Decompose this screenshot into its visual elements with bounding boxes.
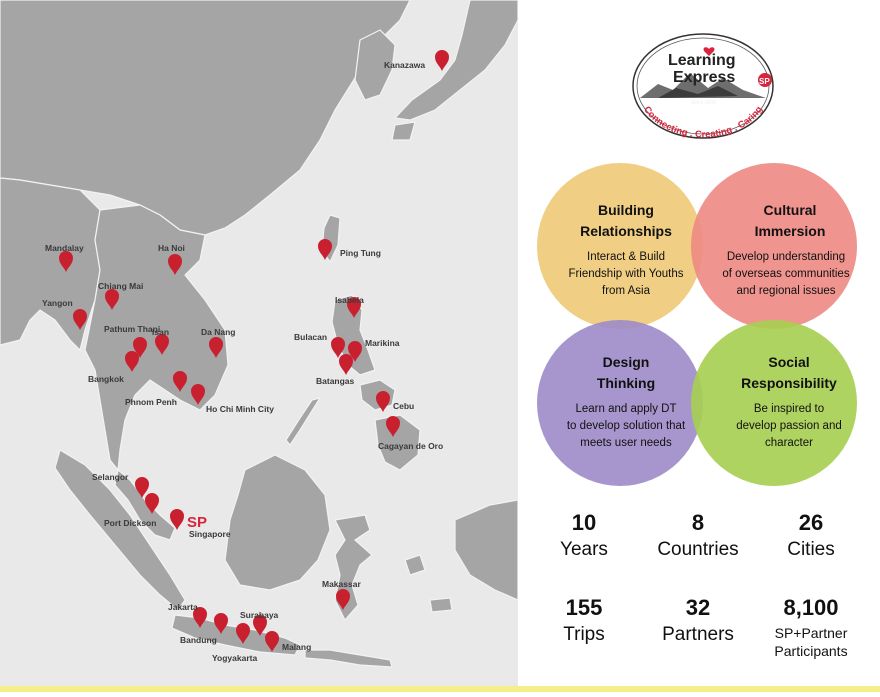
- city-label: Batangas: [316, 376, 355, 386]
- pillar-title: Building: [598, 202, 654, 218]
- stat-countries: 8 Countries: [638, 510, 758, 561]
- stat-value: 10: [571, 510, 597, 535]
- city-label: Makassar: [322, 579, 361, 589]
- pillar-circle-social: [691, 320, 857, 486]
- pillar-text: of overseas communities: [722, 268, 849, 280]
- city-label: Kanazawa: [384, 60, 425, 70]
- city-label: Marikina: [365, 338, 400, 348]
- pillar-text: Be inspired to: [754, 403, 824, 415]
- stat-label: Countries: [657, 539, 739, 560]
- city-label: Malang: [282, 642, 311, 652]
- bottom-accent-strip: [0, 686, 880, 692]
- sp-marker-label: SP: [187, 514, 207, 531]
- pillar-circle-cultural: [691, 163, 857, 329]
- city-label: Yogyakarta: [212, 653, 257, 663]
- stat-label: Years: [560, 539, 608, 560]
- stat-value: 155: [565, 595, 603, 620]
- logo-tagline: Connecting . Creating . Caring: [641, 104, 765, 140]
- city-label: Singapore: [189, 529, 231, 539]
- pillar-title: Thinking: [597, 375, 655, 391]
- info-panel: Learning Express SP Since 2008 Connectin…: [518, 0, 880, 692]
- logo-since: Since 2008: [691, 100, 716, 106]
- city-label: Port Dickson: [104, 518, 156, 528]
- logo-line-2: Express: [673, 69, 735, 86]
- city-label: Yangon: [42, 298, 73, 308]
- city-label: Da Nang: [201, 327, 235, 337]
- pillar-text: from Asia: [602, 285, 651, 297]
- pillar-text: to develop solution that: [567, 420, 686, 432]
- landmass-group: [0, 0, 519, 668]
- city-label: Ho Chi Minh City: [206, 404, 274, 414]
- stat-years: 10 Years: [524, 510, 644, 561]
- city-label: Surabaya: [240, 610, 279, 620]
- logo-line-1: Learning: [668, 52, 736, 69]
- learning-express-logo: Learning Express SP Since 2008 Connectin…: [632, 33, 774, 140]
- stat-value: 8,100: [783, 595, 839, 620]
- pillar-title: Social: [768, 354, 809, 370]
- stat-label: Trips: [563, 624, 605, 645]
- pillar-title: Design: [603, 354, 650, 370]
- sp-badge: [758, 73, 772, 87]
- city-label: Phnom Penh: [125, 397, 177, 407]
- city-labels: Kanazawa Ping Tung Mandalay Ha Noi Chian…: [42, 60, 443, 663]
- pillar-text: and regional issues: [736, 285, 835, 297]
- stat-label: SP+Partner Participants: [774, 625, 848, 659]
- stat-participants: 8,100 SP+Partner Participants: [751, 595, 871, 660]
- stat-value: 32: [685, 595, 711, 620]
- city-label: Ha Noi: [158, 243, 185, 253]
- city-label: Cebu: [393, 401, 414, 411]
- city-label: Selangor: [92, 472, 129, 482]
- pillar-title: Cultural: [764, 202, 817, 218]
- heart-icon: [703, 47, 715, 56]
- stat-value: 26: [798, 510, 824, 535]
- pillar-text: Develop understanding: [727, 251, 845, 263]
- pillars-venn-diagram: Building Relationships Interact & Build …: [537, 163, 857, 486]
- pillar-text: develop passion and: [736, 420, 842, 432]
- city-label: Mandalay: [45, 243, 84, 253]
- city-label: Bulacan: [294, 332, 327, 342]
- stat-label: Cities: [787, 539, 835, 560]
- map-panel: Kanazawa Ping Tung Mandalay Ha Noi Chian…: [0, 0, 519, 692]
- pillar-title: Immersion: [755, 223, 826, 239]
- city-label: Pathum Thani: [104, 324, 160, 334]
- city-label: Bandung: [180, 635, 217, 645]
- pillar-title: Relationships: [580, 223, 672, 239]
- pillar-title: Responsibility: [741, 375, 837, 391]
- stat-value: 8: [691, 510, 705, 535]
- pillar-text: meets user needs: [580, 437, 672, 449]
- city-label: Ping Tung: [340, 248, 381, 258]
- city-label: Isabela: [335, 295, 364, 305]
- city-label: Bangkok: [88, 374, 124, 384]
- pillar-text: Learn and apply DT: [575, 403, 676, 415]
- stat-cities: 26 Cities: [751, 510, 871, 561]
- sp-badge-text: SP: [759, 77, 770, 86]
- stat-trips: 155 Trips: [524, 595, 644, 646]
- city-label: Isan: [152, 327, 169, 337]
- city-label: Jakarta: [168, 602, 198, 612]
- pillar-text: Interact & Build: [587, 251, 665, 263]
- city-label: Cagayan de Oro: [378, 441, 443, 451]
- city-label: Chiang Mai: [98, 281, 143, 291]
- southeast-asia-map: Kanazawa Ping Tung Mandalay Ha Noi Chian…: [0, 0, 519, 668]
- pillar-circle-design: [537, 320, 703, 486]
- stat-label: Partners: [662, 624, 734, 645]
- pillar-text: character: [765, 437, 813, 449]
- stat-partners: 32 Partners: [638, 595, 758, 646]
- pillar-circle-building: [537, 163, 703, 329]
- pillar-text: Friendship with Youths: [568, 268, 683, 280]
